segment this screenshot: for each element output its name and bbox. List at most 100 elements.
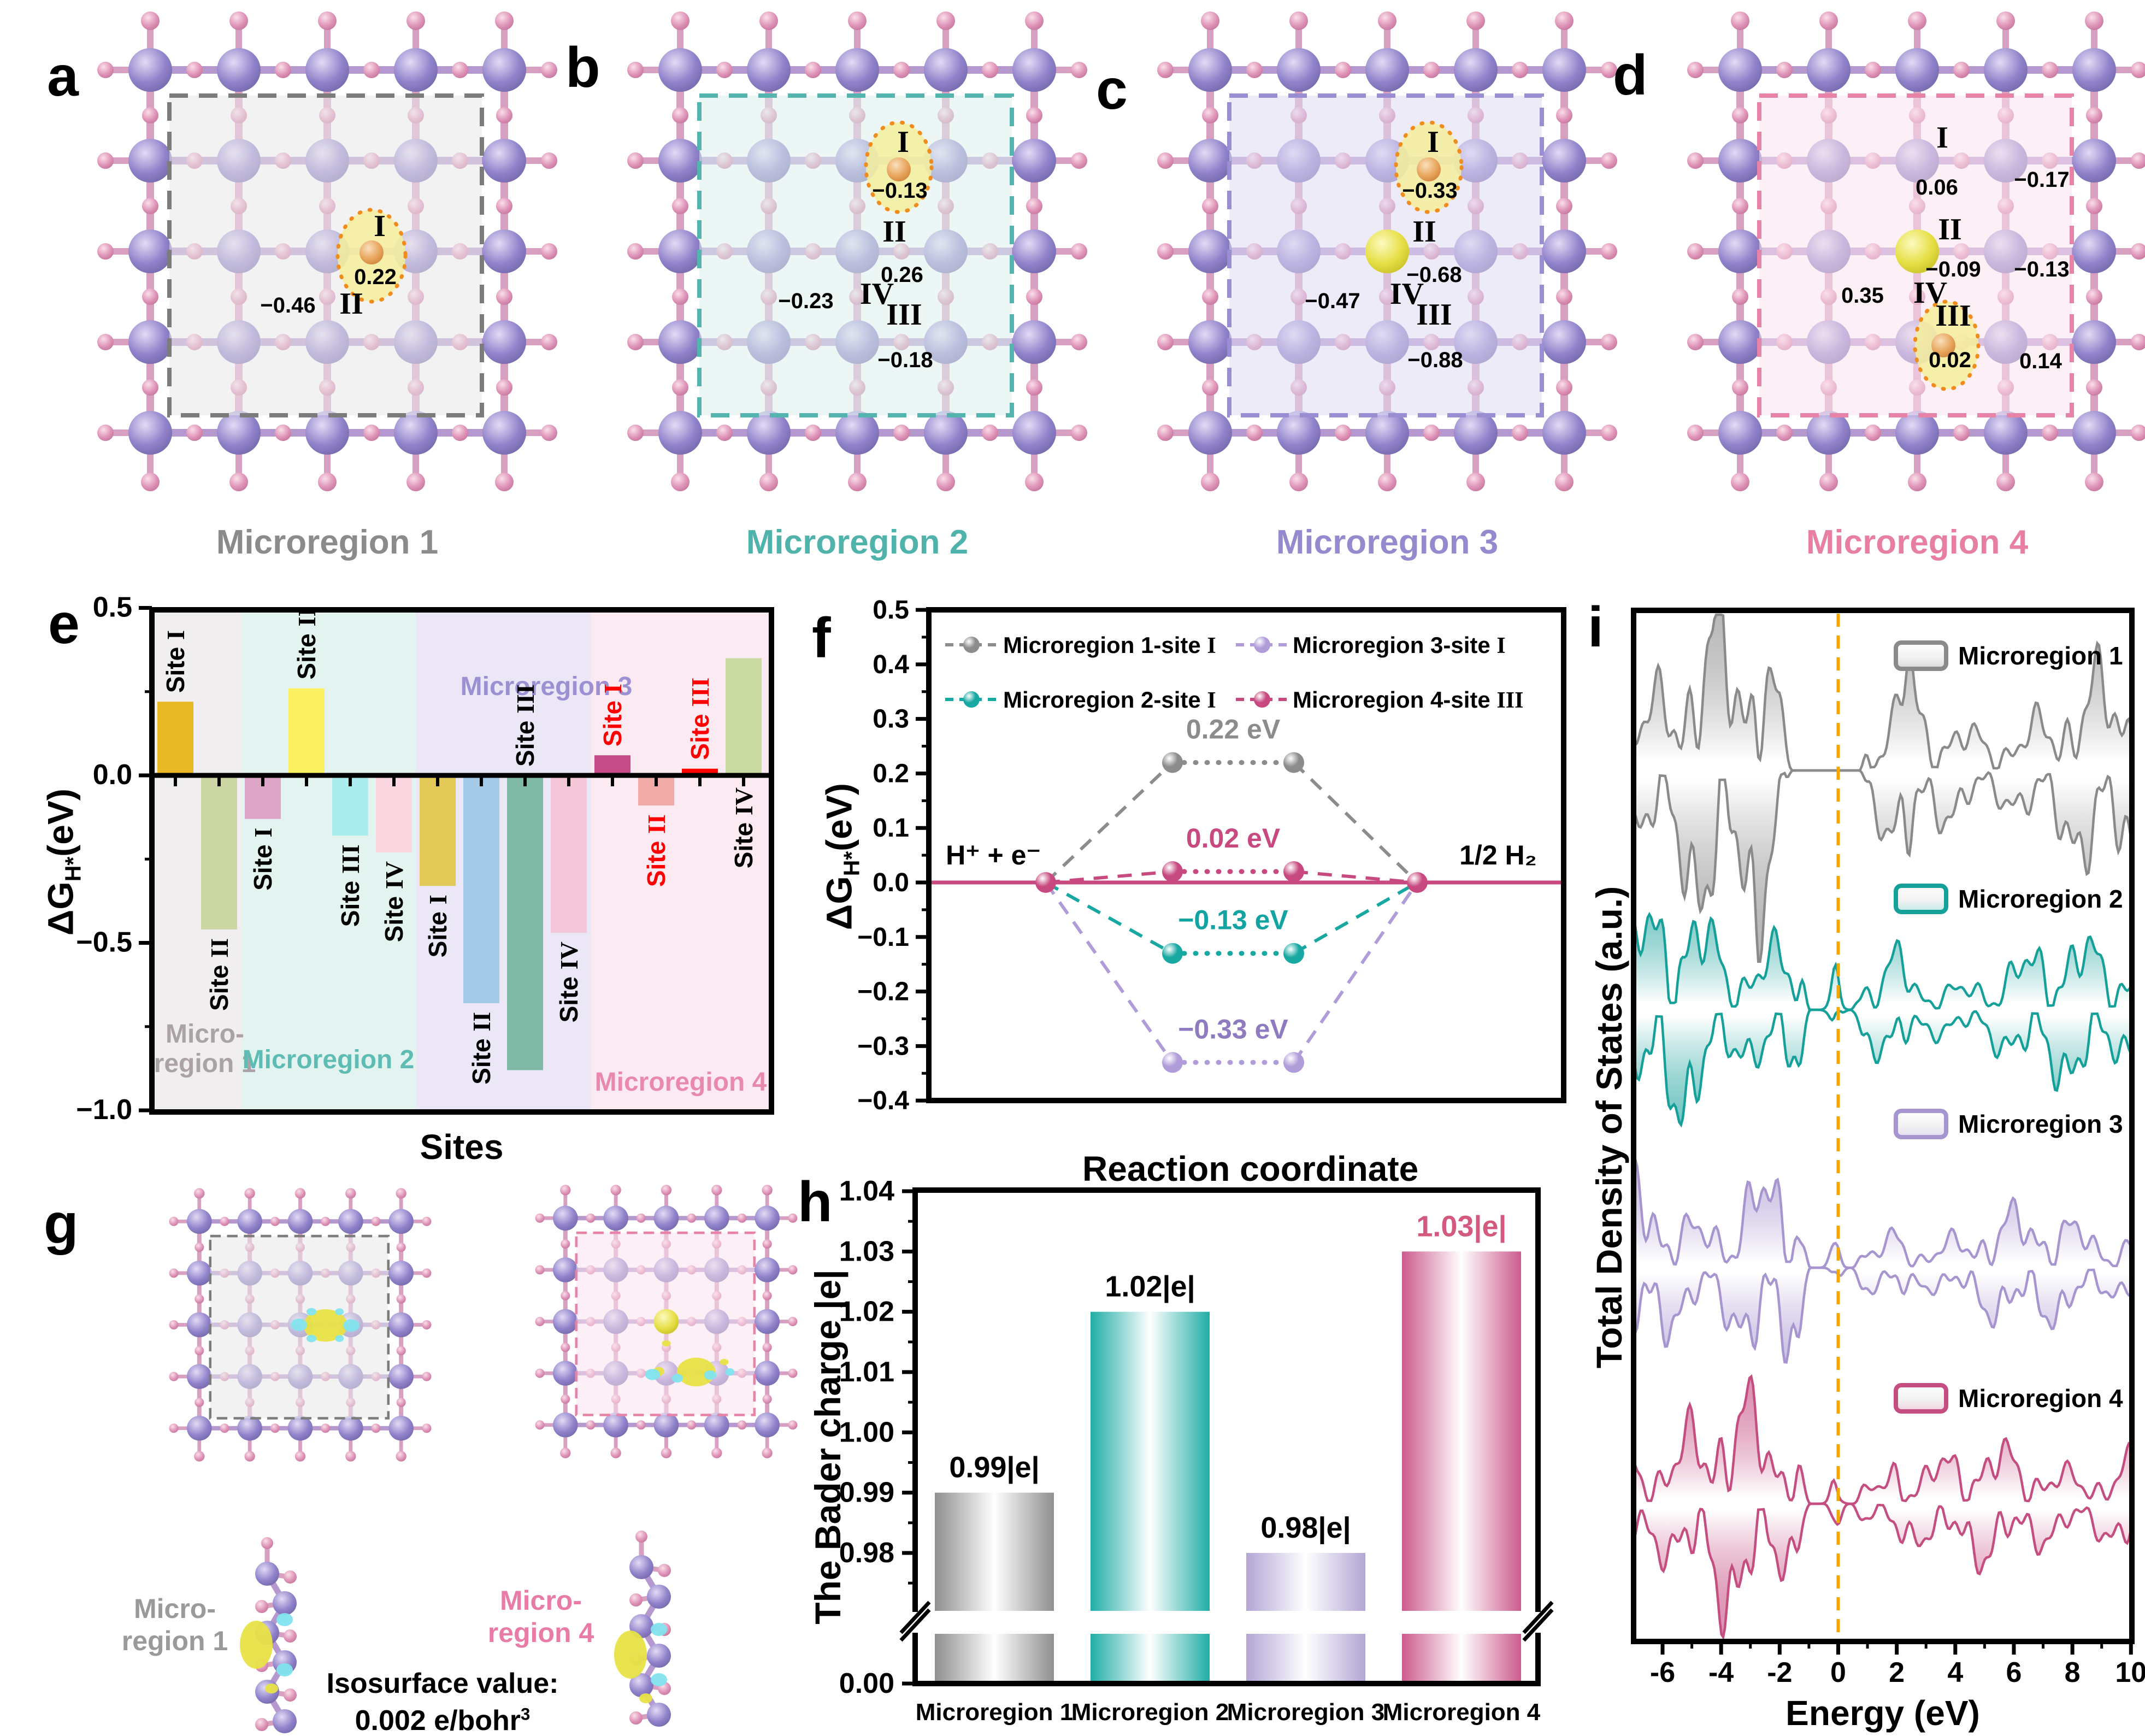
- lattice-atom: [1542, 48, 1586, 92]
- label: I: [374, 209, 386, 243]
- lattice-atom: [2072, 411, 2116, 455]
- lattice-atom: [658, 139, 702, 183]
- f-frame: [926, 607, 1566, 1103]
- panel-letter-h: h: [798, 1170, 833, 1234]
- h-ytick: 0.00: [839, 1668, 894, 1699]
- g-label-microregion-4: Micro-region 4: [487, 1585, 594, 1648]
- lattice-atom: [388, 1364, 414, 1389]
- f-node: [1283, 752, 1304, 773]
- label: 0.26: [881, 263, 923, 287]
- lattice-atom: [1454, 411, 1498, 455]
- label: −0.88: [1407, 348, 1463, 372]
- f-ytick: 0.5: [873, 596, 909, 625]
- h-ytick: 1.00: [839, 1416, 894, 1448]
- label: IV: [1913, 276, 1947, 310]
- lattice-atom: [1718, 411, 1762, 455]
- panel-letter-a: a: [47, 45, 79, 108]
- lattice-atom: [1895, 411, 1939, 455]
- i-xaxis-label: Energy (eV): [1785, 1693, 1980, 1733]
- g-structure-microregion1: [169, 1188, 432, 1462]
- isosurface-blob: [662, 1340, 671, 1347]
- e-bar-r1-site-I: [157, 702, 193, 775]
- f-node: [1162, 943, 1183, 964]
- region-band-2: [241, 610, 416, 1112]
- i-frame: [1631, 608, 2135, 1644]
- label: −0.47: [1305, 289, 1360, 313]
- lattice-atom: [1188, 229, 1232, 273]
- lattice-atom: [482, 229, 526, 273]
- e-bar-label: Site I: [249, 828, 277, 891]
- lattice-atom: [187, 1209, 212, 1234]
- lattice-atom: [755, 1205, 780, 1231]
- label: −0.13: [872, 179, 927, 203]
- e-bar-label: Site II: [292, 607, 321, 680]
- e-region4-label: Microregion 4: [595, 1068, 767, 1097]
- lattice-atom: [128, 411, 172, 455]
- i-xtick: 2: [1889, 1657, 1905, 1688]
- label: II: [1412, 215, 1436, 249]
- label: II: [1938, 213, 1962, 246]
- lattice-atom: [747, 411, 791, 455]
- label: 0.14: [2019, 349, 2062, 373]
- f-ytick: 0.0: [873, 868, 909, 897]
- lattice-atom: [128, 320, 172, 364]
- lattice-atom: [394, 48, 438, 92]
- lattice-atom: [747, 48, 791, 92]
- lattice-atom: [1542, 139, 1586, 183]
- f-ytick: −0.2: [857, 978, 909, 1007]
- lattice-atom: [553, 1361, 578, 1386]
- lattice-atom: [338, 1209, 363, 1234]
- e-region2-label: Microregion 2: [243, 1045, 415, 1074]
- title-microregion-4: Microregion 4: [1806, 523, 2029, 561]
- panel-g: [240, 1531, 671, 1733]
- isosurface-blob: [645, 1369, 661, 1380]
- lattice-atom: [128, 139, 172, 183]
- lattice-atom: [388, 1312, 414, 1338]
- h-ytick: 0.99: [839, 1477, 894, 1509]
- e-bar-label: Site II: [642, 814, 670, 887]
- lattice-atom: [1984, 48, 2028, 92]
- lattice-atom: [755, 1412, 780, 1438]
- lattice-atom: [237, 1209, 262, 1234]
- h-ytick: 1.03: [839, 1235, 894, 1267]
- f-annotation: 0.22 eV: [1186, 714, 1281, 744]
- adsorbate-atom: [887, 157, 911, 181]
- lattice-atom: [1012, 139, 1056, 183]
- lattice-atom: [1277, 48, 1321, 92]
- lattice-atom: [1277, 411, 1321, 455]
- i-xtick: -6: [1650, 1657, 1675, 1688]
- label: 0.22: [354, 265, 397, 289]
- e-bar-r3-site-II: [463, 775, 499, 1003]
- panel-letter-g: g: [44, 1192, 79, 1256]
- lattice-atom: [1984, 411, 2028, 455]
- microregion-box: [697, 93, 1014, 417]
- e-frame: [149, 607, 774, 1115]
- label: I: [897, 125, 909, 159]
- lattice-atom: [653, 1205, 679, 1231]
- lattice-atom: [553, 1309, 578, 1334]
- h-bar-value-label: 1.02|e|: [1105, 1270, 1195, 1304]
- f-yaxis-label: ΔGH*(eV): [818, 783, 864, 931]
- e-bar-label: Site I: [598, 684, 627, 746]
- h-frame: [912, 1187, 1541, 1686]
- lattice-atom: [553, 1257, 578, 1282]
- label: −0.46: [260, 293, 315, 317]
- adsorbate-atom: [1931, 333, 1955, 357]
- isosurface-blob: [704, 1370, 717, 1380]
- panel-letter-c: c: [1096, 58, 1128, 121]
- lattice-atom: [1012, 229, 1056, 273]
- h-ytick: 1.01: [839, 1356, 894, 1388]
- title-microregion-3: Microregion 3: [1276, 523, 1499, 561]
- panel-letter-f: f: [812, 607, 831, 670]
- lattice-atom: [128, 229, 172, 273]
- lattice-atom: [128, 48, 172, 92]
- e-bar-r3-site-IV: [551, 775, 587, 933]
- i-xtick: 6: [2006, 1657, 2022, 1688]
- g-isosurface-caption: Isosurface value: 0.002 e/bohr3: [326, 1668, 559, 1736]
- f-node: [1283, 943, 1304, 964]
- e-ytick: −1.0: [76, 1094, 132, 1126]
